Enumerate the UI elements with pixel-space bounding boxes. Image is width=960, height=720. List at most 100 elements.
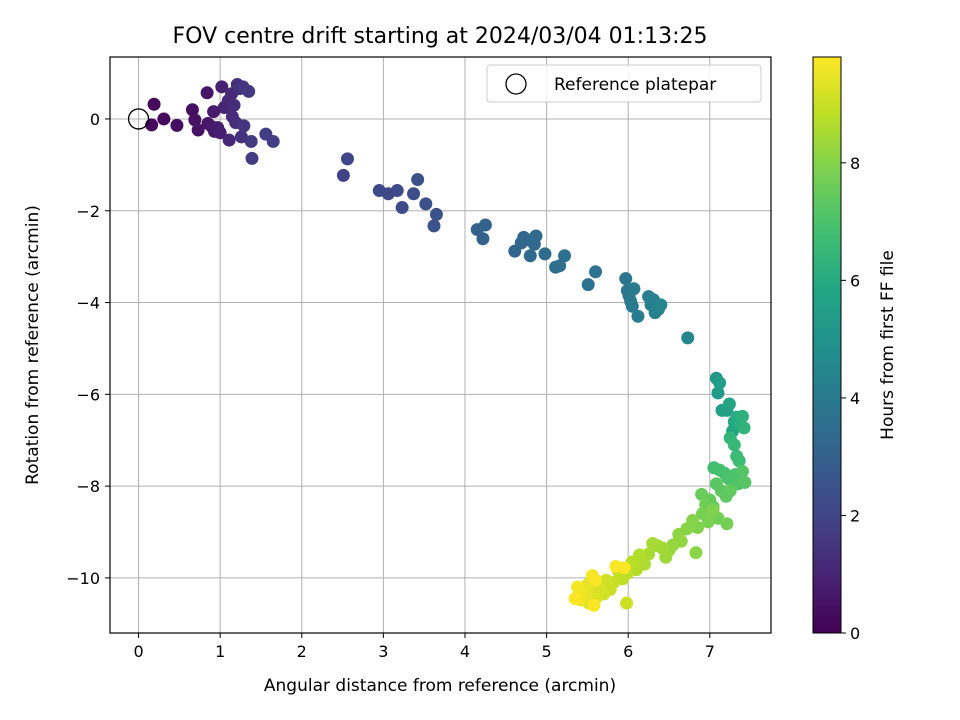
data-point: [411, 173, 425, 187]
data-point: [538, 247, 552, 261]
data-point: [529, 229, 543, 243]
data-point: [407, 187, 421, 201]
x-tick-label: 2: [297, 642, 307, 661]
legend-entry-reference-platepar: Reference platepar: [554, 75, 716, 95]
data-point: [476, 232, 490, 246]
data-point: [706, 503, 720, 517]
colorbar-gradient: [812, 56, 842, 634]
data-point: [213, 126, 227, 140]
legend: Reference platepar: [486, 64, 762, 103]
data-point: [625, 299, 639, 313]
x-tick-label: 7: [705, 642, 715, 661]
reference-platepar-marker: [127, 108, 150, 130]
data-point: [429, 207, 443, 221]
data-point: [553, 259, 567, 273]
data-point: [188, 113, 202, 127]
colorbar-tick-label: 6: [850, 271, 860, 290]
data-point: [735, 409, 749, 423]
data-point: [631, 309, 645, 323]
data-point: [620, 596, 634, 610]
data-point: [713, 376, 727, 390]
y-tick-label: −6: [76, 385, 100, 404]
legend-box: [486, 64, 762, 103]
x-tick-label: 3: [378, 642, 388, 661]
data-point: [738, 475, 752, 489]
data-point: [245, 151, 259, 165]
x-tick-label: 0: [133, 642, 143, 661]
data-point: [727, 438, 741, 452]
data-point: [654, 298, 668, 312]
data-point: [701, 515, 715, 529]
data-point: [737, 421, 751, 435]
data-point: [723, 484, 737, 498]
data-point: [735, 464, 749, 478]
data-point: [478, 218, 492, 232]
data-point: [695, 487, 709, 501]
data-point: [646, 537, 660, 551]
data-point: [589, 573, 603, 587]
data-point: [523, 249, 537, 263]
data-point: [191, 123, 205, 137]
data-point: [587, 598, 601, 612]
data-point: [157, 112, 171, 126]
data-point: [147, 97, 161, 111]
data-point: [589, 265, 603, 279]
y-tick-label: −10: [66, 569, 100, 588]
y-tick-label: −4: [76, 294, 100, 313]
colorbar-tick-label: 2: [850, 506, 860, 525]
colorbar: 0 2 4 6 8 Hours from first FF file: [812, 56, 898, 643]
x-tick-label: 4: [460, 642, 470, 661]
data-point: [222, 133, 236, 147]
data-point: [234, 130, 248, 144]
data-point: [390, 184, 404, 198]
reference-marker-layer: [127, 108, 150, 130]
data-point: [227, 98, 241, 112]
data-point: [185, 103, 199, 117]
data-point: [242, 84, 256, 98]
plot-frame: [109, 56, 772, 634]
data-point: [419, 197, 433, 211]
x-axis-label: Angular distance from reference (arcmin): [264, 676, 616, 696]
chart-title: FOV centre drift starting at 2024/03/04 …: [173, 24, 708, 49]
y-axis-ticks: 0 −2 −4 −6 −8 −10: [66, 110, 110, 588]
colorbar-label: Hours from first FF file: [878, 250, 898, 440]
data-point: [711, 386, 725, 400]
data-point: [170, 118, 184, 132]
data-point: [340, 152, 354, 166]
data-point: [609, 559, 623, 573]
data-point: [237, 119, 251, 133]
data-point: [215, 80, 229, 94]
colorbar-tick-label: 4: [850, 389, 860, 408]
data-point: [627, 282, 641, 296]
x-axis-ticks: 0 1 2 3 4 5 6 7: [133, 633, 715, 661]
data-point: [207, 105, 221, 119]
x-tick-label: 1: [215, 642, 225, 661]
data-point: [722, 397, 736, 411]
data-point: [336, 168, 350, 182]
data-point: [395, 201, 409, 215]
data-point: [732, 454, 746, 468]
data-point: [266, 134, 280, 148]
data-point: [568, 592, 582, 606]
y-axis-label: Rotation from reference (arcmin): [23, 205, 43, 485]
scatter-points: [145, 78, 752, 612]
data-point: [427, 219, 441, 233]
legend-reference-marker: [505, 73, 527, 95]
x-tick-label: 6: [623, 642, 633, 661]
colorbar-ticks: 0 2 4 6 8: [841, 154, 860, 643]
y-tick-label: −8: [76, 477, 100, 496]
data-point: [558, 249, 572, 263]
data-point: [200, 86, 214, 100]
data-point: [720, 517, 734, 531]
x-tick-label: 5: [541, 642, 551, 661]
y-tick-label: −2: [76, 202, 100, 221]
data-point: [689, 546, 703, 560]
data-point: [244, 134, 258, 148]
colorbar-tick-label: 8: [850, 154, 860, 173]
y-tick-label: 0: [90, 110, 100, 129]
data-point: [681, 331, 695, 345]
data-point: [619, 272, 633, 286]
colorbar-tick-label: 0: [850, 624, 860, 643]
data-point: [581, 278, 595, 292]
